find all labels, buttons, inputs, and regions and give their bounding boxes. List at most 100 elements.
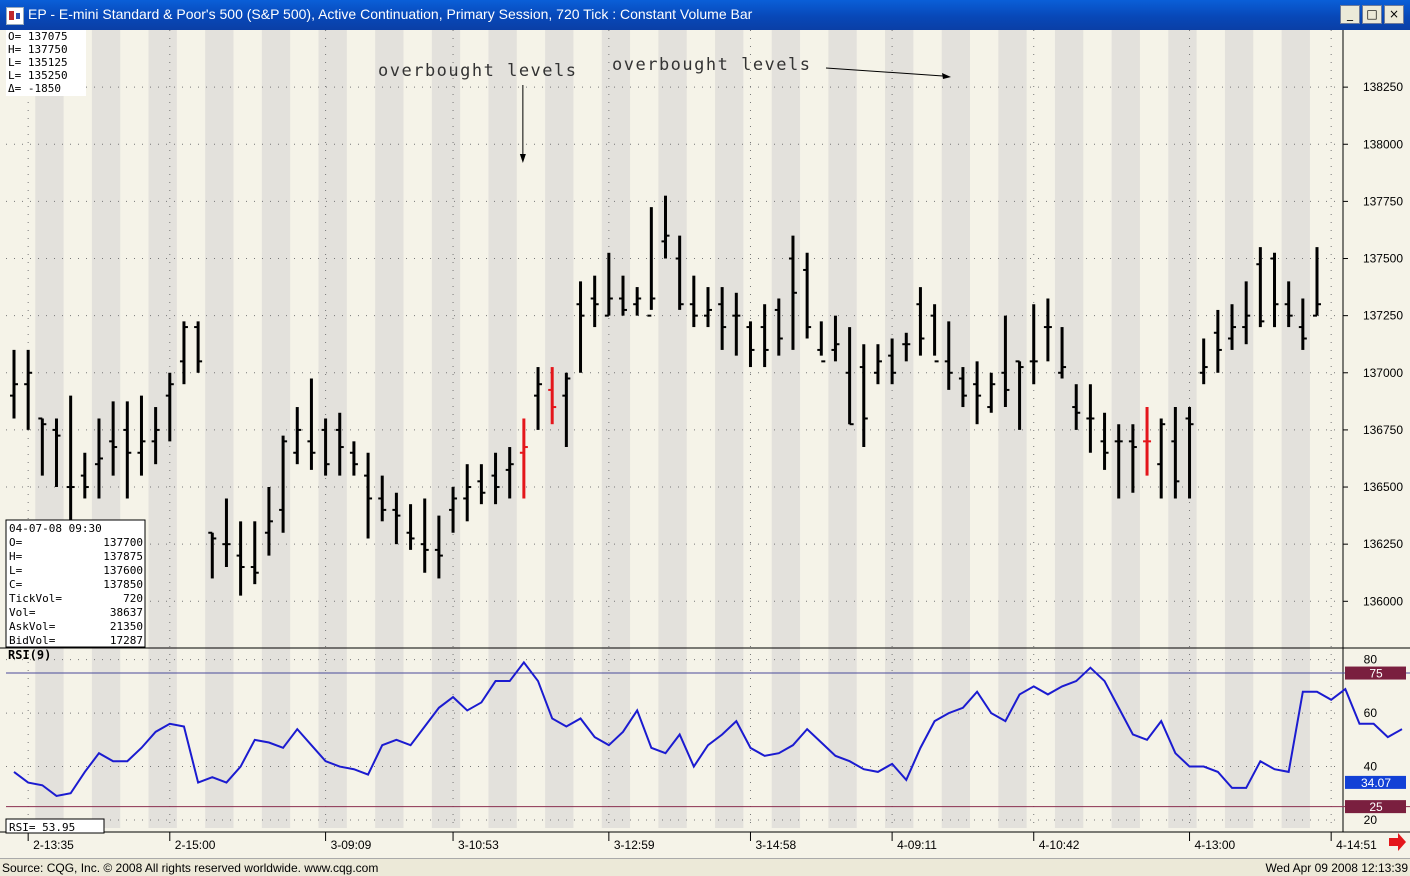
rsi-tick-label: 60 bbox=[1364, 706, 1378, 720]
price-bar bbox=[746, 321, 755, 368]
scroll-right-arrow-icon[interactable] bbox=[1389, 833, 1406, 851]
price-bar bbox=[1171, 407, 1180, 499]
minimize-button[interactable]: _ bbox=[1340, 5, 1360, 24]
chart-area[interactable]: 136000 136250 136500 136750 137000 137250 1375… bbox=[0, 30, 1410, 858]
price-bar bbox=[873, 344, 882, 385]
price-bar bbox=[760, 304, 769, 368]
time-tick-label: 3-09:09 bbox=[331, 838, 372, 852]
price-bar bbox=[236, 521, 245, 596]
title-bar: EP - E-mini Standard & Poor's 500 (S&P 5… bbox=[0, 0, 1410, 30]
window-title: EP - E-mini Standard & Poor's 500 (S&P 5… bbox=[28, 6, 753, 22]
cursor-timestamp: 04-07-08 09:30 bbox=[9, 522, 102, 535]
price-bar bbox=[576, 281, 585, 373]
annotation-arrowhead bbox=[519, 154, 526, 163]
price-bar bbox=[179, 321, 188, 385]
price-bar bbox=[1270, 252, 1279, 328]
price-bar bbox=[10, 349, 18, 419]
rsi-titles: RSI(9) RSI= 53.95 bbox=[5, 648, 105, 834]
time-tick-label: 4-14:51 bbox=[1336, 838, 1377, 852]
chart-grid bbox=[6, 30, 1342, 828]
price-bar bbox=[1128, 424, 1137, 493]
rsi-tick-label: 80 bbox=[1364, 653, 1378, 667]
session-stripe bbox=[828, 30, 857, 828]
time-tick-label: 4-10:42 bbox=[1039, 838, 1080, 852]
price-bar bbox=[378, 475, 387, 522]
app-icon[interactable] bbox=[6, 7, 24, 25]
rsi-readout: RSI= 53.95 bbox=[9, 821, 75, 834]
summary-box: O= 137075 H= 137750 L= 135125 L= 135250 … bbox=[6, 30, 86, 96]
session-stripes bbox=[35, 30, 1310, 828]
time-tick-label: 3-12:59 bbox=[614, 838, 655, 852]
price-bar bbox=[718, 287, 727, 350]
price-bars bbox=[10, 195, 1321, 596]
rsi-tick-label: 40 bbox=[1364, 760, 1378, 774]
price-tick-label: 137500 bbox=[1363, 252, 1403, 266]
cursor-value: 21350 bbox=[110, 620, 143, 633]
price-bar bbox=[562, 372, 571, 448]
price-bar bbox=[1185, 407, 1194, 499]
maximize-button[interactable]: □ bbox=[1362, 5, 1382, 24]
price-bar bbox=[1015, 360, 1024, 430]
session-stripe bbox=[1054, 30, 1084, 828]
cursor-label: Vol= bbox=[9, 606, 36, 619]
price-bar bbox=[590, 275, 599, 328]
session-stripe bbox=[1281, 30, 1310, 828]
price-bar bbox=[335, 412, 344, 476]
price-bar bbox=[364, 452, 373, 539]
rsi-current-box bbox=[1345, 775, 1406, 789]
cursor-value: 137850 bbox=[103, 578, 143, 591]
time-tick-label: 2-13:35 bbox=[33, 838, 74, 852]
price-bar bbox=[94, 418, 103, 499]
price-bar bbox=[463, 464, 472, 522]
price-bar bbox=[1242, 281, 1251, 345]
session-stripe bbox=[35, 30, 64, 828]
cursor-value: 720 bbox=[123, 592, 143, 605]
price-bar bbox=[434, 515, 443, 579]
price-bar bbox=[1001, 315, 1010, 408]
price-bar bbox=[349, 441, 358, 476]
cursor-value: 38637 bbox=[110, 606, 143, 619]
time-axis-background bbox=[0, 833, 1410, 857]
price-bar bbox=[619, 275, 628, 316]
cursor-label: AskVol= bbox=[9, 620, 56, 633]
price-bar bbox=[1213, 309, 1222, 373]
session-stripe bbox=[601, 30, 631, 828]
session-stripe bbox=[545, 30, 574, 828]
cursor-label: TickVol= bbox=[9, 592, 62, 605]
status-clock: Wed Apr 09 2008 12:13:39 bbox=[1265, 861, 1408, 875]
summary-delta: Δ= -1850 bbox=[8, 82, 61, 95]
price-bar bbox=[491, 452, 500, 505]
price-bar bbox=[534, 367, 543, 430]
close-button[interactable]: × bbox=[1384, 5, 1404, 24]
price-bar bbox=[661, 195, 670, 259]
price-bar bbox=[1284, 281, 1293, 328]
time-tick-label: 2-15:00 bbox=[175, 838, 216, 852]
session-stripe bbox=[1111, 30, 1140, 828]
highlight-price-bar bbox=[519, 418, 528, 499]
copyright-text: Source: CQG, Inc. © 2008 All rights rese… bbox=[2, 861, 379, 875]
rsi-label: RSI(9) bbox=[8, 648, 51, 662]
annotation-text: overbought levels bbox=[612, 55, 812, 75]
price-bar bbox=[222, 498, 231, 568]
price-bar bbox=[321, 418, 330, 476]
price-bar bbox=[803, 252, 812, 339]
price-bar bbox=[647, 207, 656, 317]
cursor-label: C= bbox=[9, 578, 23, 591]
price-tick-label: 138000 bbox=[1363, 137, 1403, 151]
session-stripe bbox=[941, 30, 971, 828]
price-bar bbox=[250, 521, 259, 585]
price-bar bbox=[633, 287, 642, 316]
price-bar bbox=[151, 407, 160, 465]
session-stripe bbox=[488, 30, 517, 828]
price-bar bbox=[774, 298, 783, 356]
session-stripe bbox=[148, 30, 177, 828]
price-bar bbox=[845, 327, 854, 426]
session-stripe bbox=[205, 30, 234, 828]
price-bar bbox=[689, 275, 698, 328]
price-bar bbox=[1228, 304, 1237, 350]
price-bar bbox=[194, 321, 203, 373]
price-axis: 136000 136250 136500 136750 137000 137250 1375… bbox=[0, 30, 1410, 833]
price-bar bbox=[406, 504, 415, 550]
price-bar bbox=[703, 287, 712, 328]
